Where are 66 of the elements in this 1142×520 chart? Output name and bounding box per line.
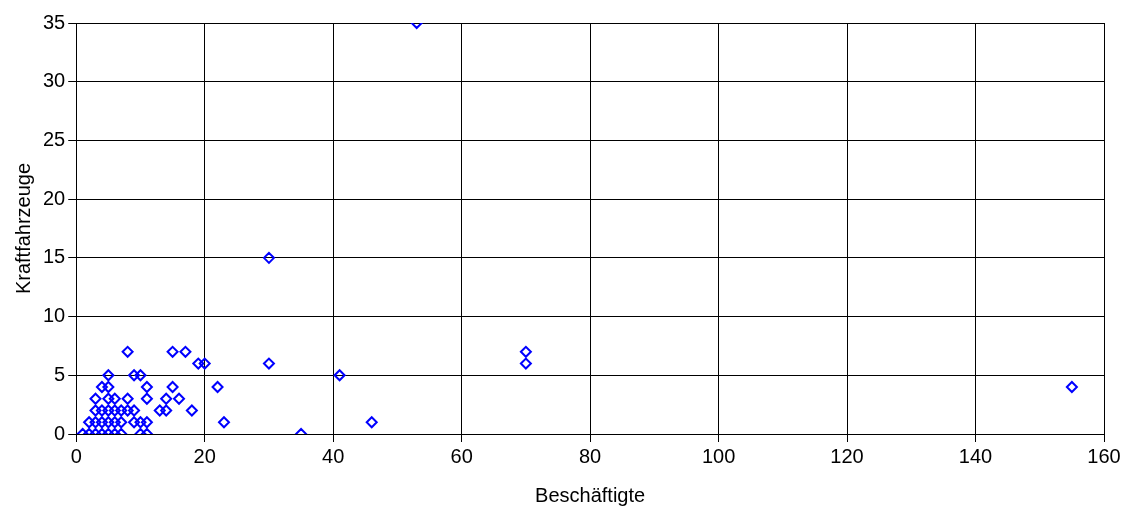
- point: [89, 404, 102, 417]
- x-tick-label: 80: [579, 444, 602, 467]
- point: [1065, 381, 1078, 394]
- x-tick-label: 20: [193, 444, 216, 467]
- point: [102, 381, 115, 394]
- point: [365, 416, 378, 429]
- point: [102, 404, 115, 417]
- y-tick-label: 20: [43, 186, 66, 209]
- point: [333, 369, 346, 382]
- point: [217, 416, 230, 429]
- x-tick-label: 0: [70, 444, 82, 467]
- x-tick-label: 120: [830, 444, 864, 467]
- point: [89, 392, 102, 405]
- point: [519, 345, 532, 358]
- y-tick-label: 15: [43, 245, 66, 268]
- x-tick-label: 160: [1087, 444, 1121, 467]
- point: [128, 369, 141, 382]
- point: [192, 357, 205, 370]
- point: [121, 404, 134, 417]
- point: [121, 345, 134, 358]
- point: [140, 416, 153, 429]
- y-tick-label: 5: [54, 362, 66, 385]
- point: [262, 251, 275, 264]
- y-tick-label: 30: [43, 69, 66, 92]
- point: [95, 381, 108, 394]
- point: [128, 416, 141, 429]
- x-tick-label: 60: [450, 444, 473, 467]
- y-axis-title: Kraftfahrzeuge: [11, 162, 34, 295]
- y-tick-label: 35: [43, 10, 66, 33]
- point: [108, 404, 121, 417]
- point: [115, 416, 128, 429]
- point: [140, 381, 153, 394]
- point: [211, 381, 224, 394]
- point: [95, 416, 108, 429]
- point: [179, 345, 192, 358]
- point: [102, 416, 115, 429]
- point: [108, 392, 121, 405]
- point: [198, 357, 211, 370]
- point: [160, 392, 173, 405]
- point: [153, 404, 166, 417]
- point: [160, 404, 173, 417]
- point: [134, 416, 147, 429]
- point: [95, 404, 108, 417]
- point: [102, 392, 115, 405]
- x-tick-label: 40: [322, 444, 345, 467]
- x-tick-label: 140: [958, 444, 993, 467]
- point: [102, 369, 115, 382]
- point: [185, 404, 198, 417]
- point: [134, 369, 147, 382]
- point: [121, 392, 134, 405]
- y-tick-label: 10: [43, 304, 66, 327]
- point: [166, 345, 179, 358]
- point: [83, 416, 96, 429]
- point: [89, 416, 102, 429]
- point: [166, 381, 179, 394]
- point: [519, 357, 532, 370]
- point: [173, 392, 186, 405]
- y-tick-label: 0: [54, 421, 66, 444]
- point: [108, 416, 121, 429]
- x-axis-title: Beschäftigte: [535, 483, 646, 506]
- y-tick-label: 25: [43, 127, 66, 150]
- point: [140, 392, 153, 405]
- point: [115, 404, 128, 417]
- x-tick-label: 100: [701, 444, 736, 467]
- point: [262, 357, 275, 370]
- point: [128, 404, 141, 417]
